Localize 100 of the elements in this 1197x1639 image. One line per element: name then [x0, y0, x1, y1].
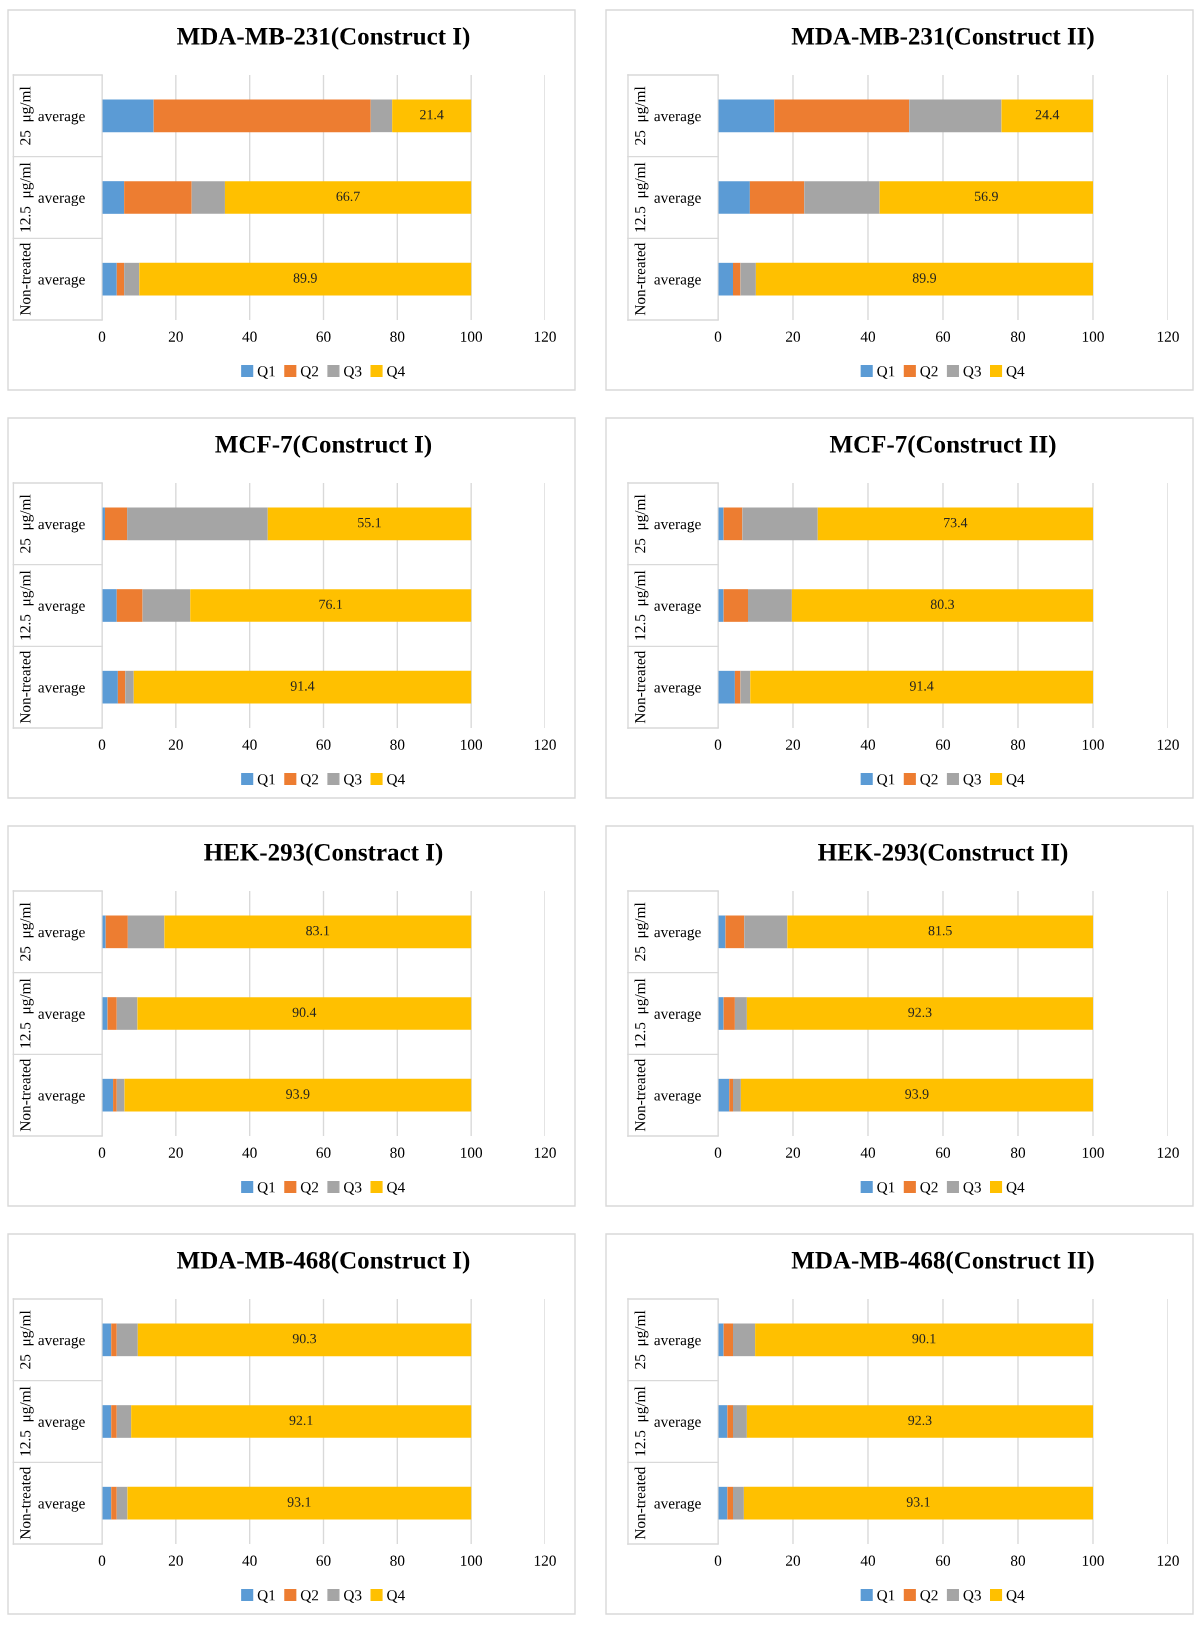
chart-title: MDA-MB-468(Construct II)	[791, 1251, 1094, 1274]
y-tick-label: average	[38, 1010, 85, 1023]
y-tick-label: average	[38, 602, 85, 615]
bar	[718, 1323, 724, 1357]
x-tick-label: 0	[714, 331, 722, 342]
data-label: 76.1	[319, 599, 343, 610]
y-tick-label: average	[654, 929, 701, 941]
bar	[102, 589, 117, 622]
text: Non-treated	[634, 1466, 646, 1540]
legend-label: Q4	[1006, 1590, 1025, 1603]
data-label: 55.1	[358, 518, 381, 528]
bar	[102, 1078, 114, 1112]
bar	[124, 181, 192, 214]
legend-label: Q1	[877, 1590, 895, 1603]
x-tick-label: 20	[168, 739, 183, 750]
legend-label: Q1	[257, 366, 275, 379]
chart-title: MDA-MB-231(Construct I)	[177, 27, 470, 50]
data-label: 92.3	[908, 1415, 932, 1426]
text: Non-treated	[19, 1466, 31, 1540]
y-tick-label: average	[654, 521, 701, 533]
x-tick-label: 40	[242, 739, 257, 750]
legend-label: Q2	[300, 1590, 319, 1603]
data-label: 21.4	[420, 109, 444, 120]
bar	[102, 181, 125, 214]
legend-label: Q4	[1006, 774, 1025, 787]
bar	[804, 181, 880, 214]
x-tick-label: 100	[1082, 331, 1104, 342]
x-tick-label: 20	[168, 331, 183, 342]
data-label: 93.1	[287, 1497, 311, 1507]
x-tick-label: 60	[316, 1555, 331, 1566]
x-tick-label: 40	[860, 331, 876, 342]
text: Non-treated	[19, 242, 31, 316]
legend-label: Q4	[387, 366, 405, 379]
bar	[723, 1323, 733, 1357]
bar	[267, 507, 472, 541]
text: 12.5 μg/ml	[19, 162, 34, 232]
x-tick-label: 0	[714, 1147, 722, 1158]
bar	[116, 589, 143, 622]
text: Non-treated	[19, 650, 31, 724]
data-label: 66.7	[336, 191, 360, 202]
data-label: 93.9	[286, 1089, 310, 1099]
y-tick-label: average	[654, 684, 701, 696]
x-tick-label: 20	[786, 739, 801, 750]
text: 12.5 μg/ml	[19, 570, 34, 640]
bar	[111, 1486, 117, 1520]
bar	[164, 915, 472, 949]
bar	[746, 997, 1093, 1030]
bar	[742, 507, 818, 541]
bar	[131, 1405, 472, 1438]
bar	[746, 1405, 1093, 1438]
x-tick-label: 120	[1157, 331, 1179, 342]
bar	[718, 589, 724, 622]
x-tick-label: 20	[786, 331, 801, 342]
bar	[787, 915, 1093, 949]
data-label: 93.9	[905, 1089, 929, 1099]
x-tick-label: 80	[390, 1147, 405, 1158]
x-tick-label: 100	[461, 739, 483, 750]
legend-label: Q3	[963, 1182, 981, 1195]
bar	[137, 997, 472, 1030]
data-label: 73.4	[944, 517, 968, 528]
data-label: 90.1	[912, 1333, 936, 1344]
y-tick-label: average	[38, 276, 85, 288]
data-label: 91.4	[909, 681, 934, 691]
bar	[734, 997, 747, 1030]
bar	[137, 1323, 472, 1357]
bar	[107, 997, 117, 1030]
x-tick-label: 60	[936, 739, 951, 750]
data-label: 90.3	[292, 1333, 317, 1344]
legend-label: Q4	[1006, 366, 1025, 379]
y-tick-label: average	[38, 1337, 85, 1349]
bar	[733, 1078, 741, 1112]
bar	[111, 1323, 117, 1357]
x-tick-label: 100	[1082, 739, 1104, 750]
x-tick-label: 0	[98, 1147, 106, 1158]
data-label: 91.4	[290, 681, 315, 691]
x-tick-label: 100	[461, 1147, 483, 1158]
bar	[142, 589, 191, 622]
bar	[718, 1078, 730, 1112]
bar	[102, 99, 154, 133]
bar	[718, 262, 733, 296]
legend-label: Q4	[1006, 1182, 1025, 1195]
data-label: 56.9	[974, 191, 998, 202]
legend-label: Q2	[300, 1182, 319, 1195]
x-tick-label: 40	[242, 1147, 257, 1158]
y-tick-label: average	[38, 1092, 85, 1104]
legend-label: Q3	[963, 366, 981, 379]
legend-label: Q1	[877, 1182, 895, 1195]
bar	[139, 262, 472, 296]
legend-label: Q4	[387, 1590, 405, 1603]
y-tick-label: average	[654, 602, 701, 615]
text: Non-treated	[634, 650, 646, 724]
bar	[111, 1405, 117, 1438]
bar	[127, 915, 165, 949]
x-tick-label: 60	[316, 331, 331, 342]
bar	[740, 262, 756, 296]
legend-label: Q3	[343, 366, 362, 379]
x-tick-label: 20	[168, 1555, 183, 1566]
bar	[727, 1405, 733, 1438]
legend-label: Q1	[257, 1182, 275, 1195]
bar	[190, 589, 472, 622]
